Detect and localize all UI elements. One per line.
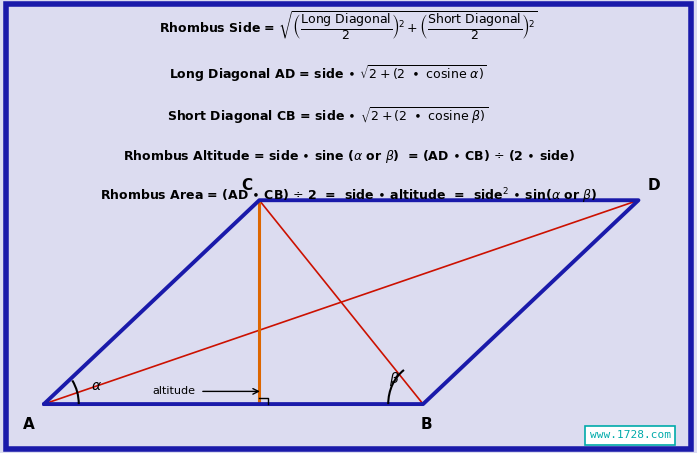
Text: $\alpha$: $\alpha$ — [91, 379, 102, 393]
Text: A: A — [23, 417, 34, 432]
Text: altitude: altitude — [152, 386, 195, 396]
Text: Rhombus Altitude = side $\bullet$ sine ($\alpha$ or $\beta$)  = (AD $\bullet$ CB: Rhombus Altitude = side $\bullet$ sine (… — [123, 148, 574, 165]
Text: Long Diagonal AD = side $\bullet$ $\sqrt{2 + (2\ \bullet\ \mathrm{cosine}\ \alph: Long Diagonal AD = side $\bullet$ $\sqrt… — [169, 63, 487, 84]
Text: B: B — [421, 417, 432, 432]
Text: Rhombus Side = $\sqrt{\left(\dfrac{\mathrm{Long\ Diagonal}}{2}\right)^{\!2} + \l: Rhombus Side = $\sqrt{\left(\dfrac{\math… — [159, 9, 538, 42]
Text: www.1728.com: www.1728.com — [590, 430, 671, 440]
Text: Short Diagonal CB = side $\bullet$ $\sqrt{2 + (2\ \bullet\ \mathrm{cosine}\ \bet: Short Diagonal CB = side $\bullet$ $\sqr… — [167, 105, 488, 126]
Text: Rhombus Area = (AD $\bullet$ CB) $\div$ 2  =  side $\bullet$ altitude  =  side$^: Rhombus Area = (AD $\bullet$ CB) $\div$ … — [100, 187, 597, 206]
Text: $\beta$: $\beta$ — [389, 370, 399, 388]
Text: C: C — [241, 178, 252, 193]
Text: D: D — [648, 178, 660, 193]
